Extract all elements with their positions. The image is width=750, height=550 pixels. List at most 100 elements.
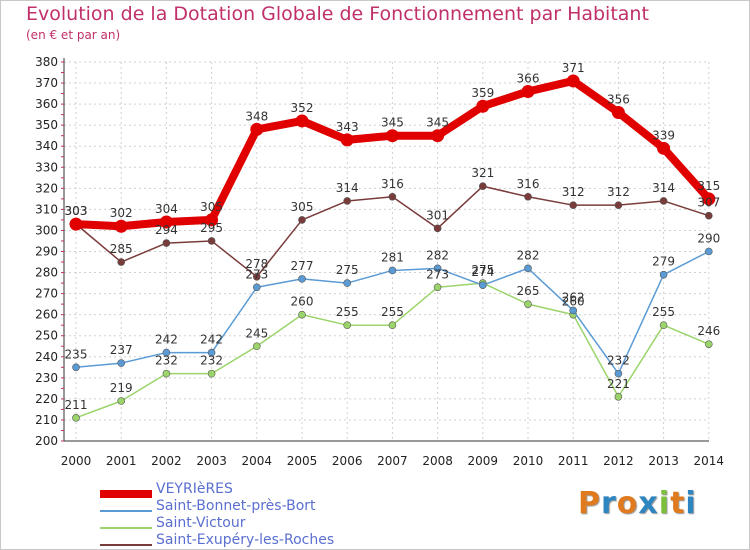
data-point — [433, 283, 442, 292]
data-point — [298, 275, 306, 283]
logo-letter: P — [578, 486, 601, 521]
data-label: 235 — [65, 347, 88, 361]
data-label: 242 — [200, 333, 223, 347]
data-point — [702, 192, 716, 206]
data-point — [159, 215, 173, 229]
data-label: 345 — [381, 116, 404, 130]
data-label: 307 — [697, 196, 720, 210]
data-label: 305 — [291, 200, 314, 214]
logo-letter: t — [670, 486, 686, 521]
data-label: 282 — [517, 248, 540, 262]
data-point — [659, 270, 668, 279]
data-point — [388, 266, 397, 275]
data-point — [611, 106, 625, 120]
x-tick-label: 2002 — [151, 454, 182, 468]
x-tick-label: 2004 — [242, 454, 273, 468]
data-point — [340, 133, 354, 147]
x-tick-label: 2009 — [468, 454, 499, 468]
data-label: 305 — [200, 200, 223, 214]
data-label: 273 — [245, 267, 268, 281]
data-label: 371 — [562, 61, 585, 75]
data-point — [252, 272, 261, 281]
data-point — [614, 369, 623, 378]
data-label: 265 — [517, 284, 540, 298]
data-label: 246 — [697, 324, 720, 338]
data-point — [343, 197, 352, 205]
y-tick-label: 360 — [35, 97, 58, 111]
data-label: 301 — [426, 208, 449, 222]
data-label: 282 — [426, 248, 449, 262]
x-tick-label: 2012 — [603, 454, 634, 468]
data-label: 314 — [652, 181, 675, 195]
data-point — [343, 321, 352, 329]
chart-title: Evolution de la Dotation Globale de Fonc… — [26, 3, 649, 25]
data-point — [433, 264, 442, 273]
data-label: 274 — [471, 265, 494, 279]
data-label: 302 — [110, 206, 133, 220]
data-label: 242 — [155, 333, 178, 347]
logo-letter: o — [616, 486, 639, 521]
data-point — [659, 197, 668, 205]
data-point — [343, 279, 352, 287]
logo-letter: i — [685, 486, 697, 521]
data-label: 255 — [381, 305, 404, 319]
data-label: 232 — [200, 354, 223, 368]
y-tick-label: 370 — [35, 76, 58, 90]
legend-swatch — [100, 527, 152, 529]
data-label: 221 — [607, 377, 630, 391]
data-label: 294 — [155, 223, 178, 237]
chart-subtitle: (en € et par an) — [26, 28, 121, 42]
legend-label: Saint-Victour — [156, 515, 246, 531]
data-label: 232 — [607, 354, 630, 368]
data-point — [524, 192, 532, 201]
data-point — [704, 211, 713, 220]
data-point — [478, 281, 487, 289]
data-label: 285 — [110, 242, 133, 256]
y-tick-label: 200 — [35, 434, 58, 448]
data-point — [385, 129, 399, 143]
data-label: 237 — [110, 343, 133, 357]
data-point — [72, 414, 80, 422]
data-label: 211 — [65, 398, 88, 412]
data-label: 275 — [471, 263, 494, 277]
y-tick-label: 380 — [35, 55, 58, 69]
logo-letter: i — [658, 486, 671, 521]
data-label: 352 — [291, 101, 314, 115]
data-point — [298, 216, 306, 224]
data-label: 348 — [245, 109, 268, 123]
data-point — [117, 359, 125, 367]
data-label: 343 — [336, 120, 359, 134]
legend-swatch — [100, 544, 152, 546]
data-point — [704, 340, 713, 348]
x-tick-label: 2005 — [287, 454, 318, 468]
data-label: 295 — [200, 221, 223, 235]
data-label: 359 — [471, 86, 494, 100]
data-label: 345 — [426, 116, 449, 130]
data-point — [478, 182, 487, 191]
logo-letter: x — [638, 486, 659, 521]
data-point — [295, 114, 309, 128]
data-point — [388, 321, 397, 329]
x-tick-label: 2014 — [694, 454, 725, 468]
legend-label: Saint-Exupéry-les-Roches — [156, 532, 335, 548]
y-tick-label: 330 — [35, 160, 58, 174]
x-tick-label: 2011 — [558, 454, 589, 468]
data-label: 273 — [426, 267, 449, 281]
data-point — [114, 219, 128, 233]
data-label: 255 — [336, 305, 359, 319]
data-point — [117, 397, 125, 405]
data-label: 219 — [110, 381, 133, 395]
data-point — [704, 247, 713, 256]
data-label: 255 — [652, 305, 675, 319]
data-label: 314 — [336, 181, 359, 195]
data-point — [431, 129, 445, 143]
data-point — [162, 369, 171, 378]
y-tick-label: 340 — [35, 139, 58, 153]
data-point — [569, 306, 578, 315]
y-tick-label: 350 — [35, 118, 58, 132]
legend-swatch — [100, 510, 152, 512]
x-tick-label: 2013 — [648, 454, 679, 468]
y-tick-label: 290 — [35, 245, 58, 259]
legend-swatch — [100, 490, 152, 498]
